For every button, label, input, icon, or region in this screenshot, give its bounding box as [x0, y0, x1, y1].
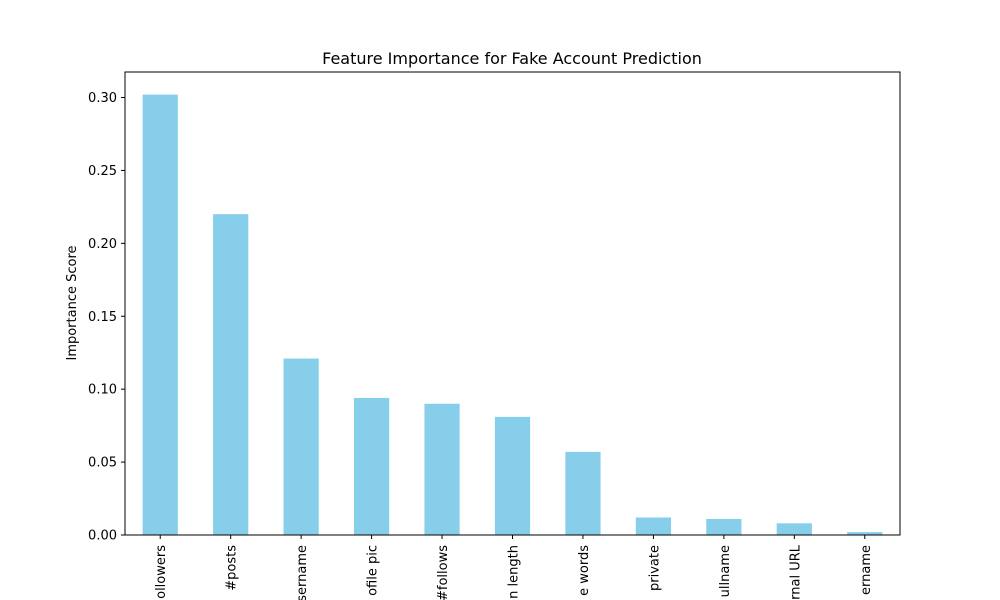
x-tick-label-2: sername	[295, 545, 310, 600]
bar-4	[424, 403, 460, 535]
bar-5	[494, 416, 531, 535]
y-tick-label-4: 0.20	[88, 237, 117, 252]
bars-group	[142, 94, 883, 536]
y-tick-label-3: 0.15	[88, 310, 117, 325]
x-tick-label-9: rnal URL	[788, 544, 803, 600]
x-tick-label-0: ollowers	[154, 545, 169, 599]
x-tick-label-1: #posts	[225, 545, 240, 591]
x-tick-label-10: ername	[859, 545, 874, 595]
chart-title: Feature Importance for Fake Account Pred…	[322, 49, 702, 68]
bar-9	[776, 523, 812, 535]
bar-6	[565, 451, 601, 535]
bar-8	[706, 518, 742, 535]
bar-2	[283, 358, 319, 535]
x-tick-label-6: e words	[577, 545, 592, 596]
bar-3	[353, 397, 390, 535]
x-tick-label-4: #follows	[436, 545, 451, 600]
plot-frame	[124, 71, 901, 536]
y-ticks-group: 0.00 0.05 0.10 0.15 0.20 0.25 0.30	[88, 91, 125, 544]
y-axis-label: Importance Score	[65, 245, 80, 360]
y-tick-label-0: 0.00	[88, 529, 117, 544]
x-ticks-group: ollowers #posts sername ofile pic #follows n …	[154, 535, 874, 600]
x-tick-label-3: ofile pic	[366, 545, 381, 596]
y-tick-label-6: 0.30	[88, 91, 117, 106]
x-tick-label-7: private	[647, 545, 662, 591]
x-tick-label-5: n length	[507, 545, 522, 599]
y-tick-label-5: 0.25	[88, 164, 117, 179]
x-tick-label-8: ullname	[718, 545, 733, 597]
y-tick-label-2: 0.10	[88, 383, 117, 398]
bar-1	[213, 214, 249, 536]
y-tick-label-1: 0.05	[88, 456, 117, 471]
bar-10	[847, 532, 883, 535]
bar-0	[142, 94, 178, 535]
bar-7	[635, 517, 672, 535]
